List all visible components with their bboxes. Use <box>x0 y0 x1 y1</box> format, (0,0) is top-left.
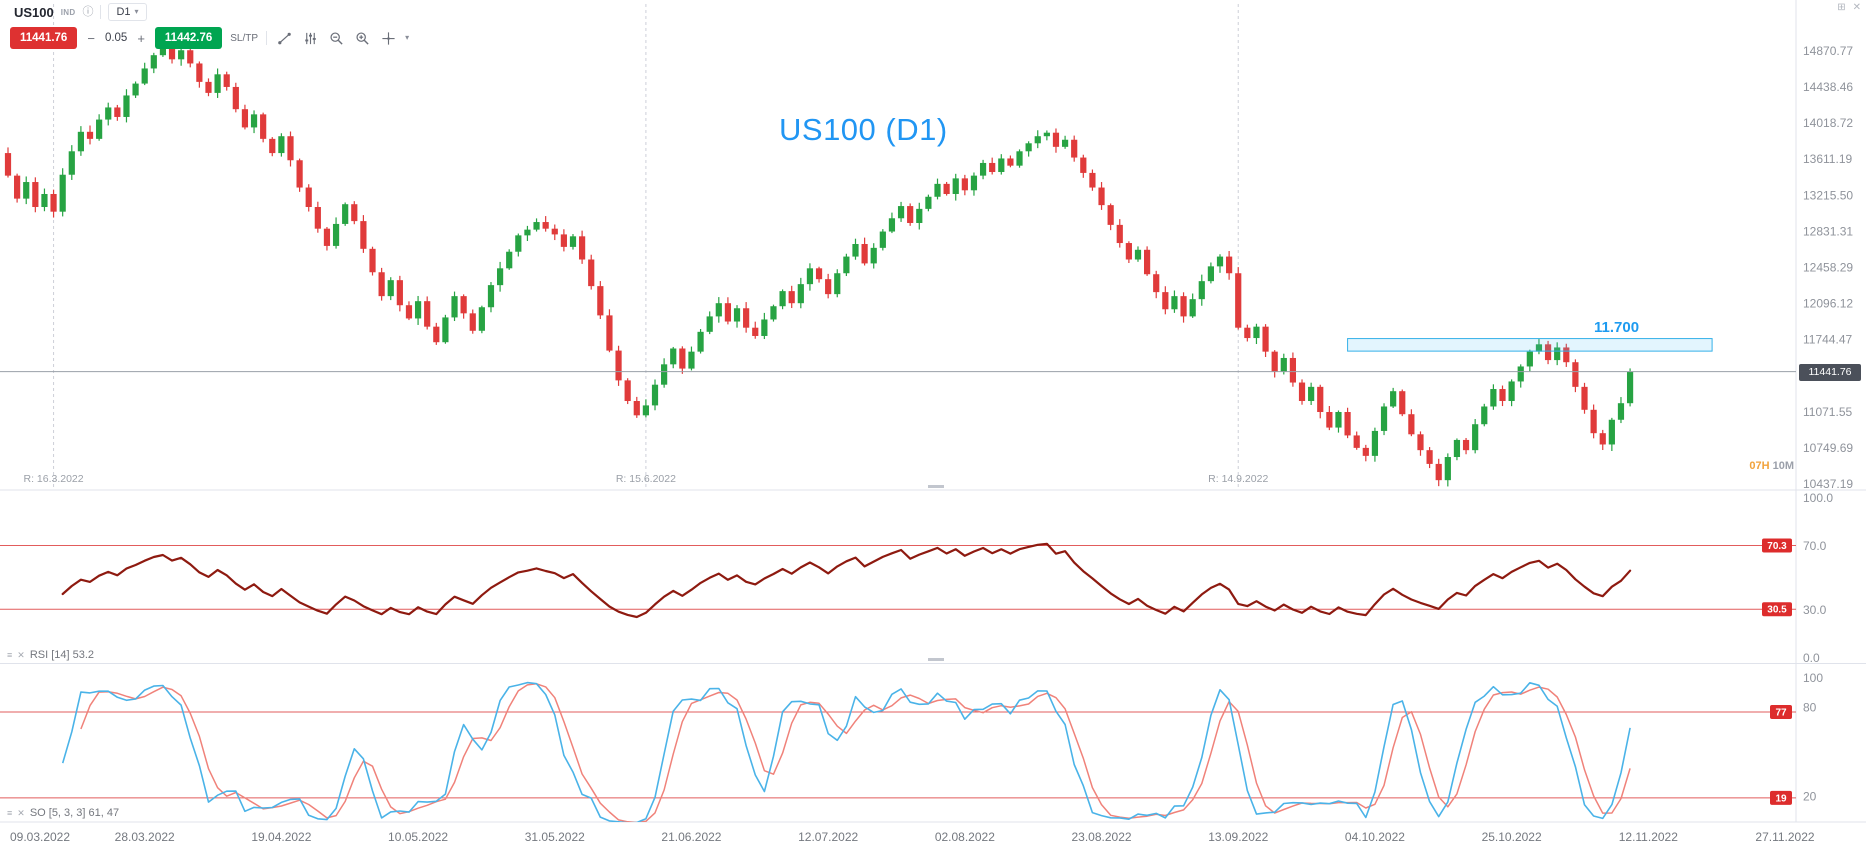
svg-text:30.0: 30.0 <box>1803 603 1827 617</box>
resistance-zone[interactable] <box>1347 338 1713 352</box>
candle-countdown: 07H 10M <box>1749 460 1794 472</box>
rsi-panel <box>0 542 1796 619</box>
so-d-line <box>80 683 1631 822</box>
stochastic-indicator-label: ≡ ✕ SO [5, 3, 3] 61, 47 <box>7 807 119 819</box>
svg-text:09.03.2022: 09.03.2022 <box>10 830 70 844</box>
toolbar-divider <box>100 5 102 19</box>
resistance-level-label: 11.700 <box>1594 319 1640 336</box>
svg-text:04.10.2022: 04.10.2022 <box>1345 830 1405 844</box>
trend-line-tool-icon[interactable] <box>275 29 293 47</box>
volume-value[interactable]: 0.05 <box>104 32 128 44</box>
panel-separators <box>0 0 1866 823</box>
stochastic-panel <box>0 681 1796 822</box>
volume-increase-button[interactable]: + <box>137 30 145 46</box>
sltp-button[interactable]: SL/TP <box>230 32 259 44</box>
rsi-upper-badge: 70.3 <box>1762 538 1792 553</box>
rsi-lower-badge: 30.5 <box>1762 602 1792 617</box>
svg-text:02.08.2022: 02.08.2022 <box>935 830 995 844</box>
svg-text:10437.19: 10437.19 <box>1803 477 1853 491</box>
rollover-label: R: 16.3.2022 <box>23 473 83 485</box>
chart-window-controls: ⊞ ✕ <box>1837 3 1861 13</box>
rsi-settings-icon[interactable]: ≡ <box>7 649 13 660</box>
svg-text:100.0: 100.0 <box>1803 491 1833 505</box>
so-upper-badge: 77 <box>1770 705 1792 720</box>
svg-text:13611.19: 13611.19 <box>1803 152 1852 166</box>
svg-text:13.09.2022: 13.09.2022 <box>1208 830 1268 844</box>
info-icon[interactable]: ⓘ <box>82 5 94 18</box>
so-lower-badge: 19 <box>1770 790 1792 805</box>
chevron-down-icon[interactable]: ▾ <box>405 33 410 42</box>
svg-text:100: 100 <box>1803 671 1823 685</box>
svg-text:70.3: 70.3 <box>1767 541 1787 552</box>
volume-decrease-button[interactable]: − <box>87 30 95 46</box>
countdown-minutes: 10M <box>1772 460 1794 472</box>
svg-text:77: 77 <box>1775 708 1787 719</box>
time-axis[interactable]: 09.03.2022 28.03.2022 19.04.2022 10.05.2022… <box>10 830 1815 844</box>
candlesticks <box>4 41 1634 487</box>
so-settings-icon[interactable]: ≡ <box>7 807 13 818</box>
indicators-tool-icon[interactable] <box>301 29 319 47</box>
svg-text:27.11.2022: 27.11.2022 <box>1755 830 1814 844</box>
chevron-down-icon: ▾ <box>134 7 139 16</box>
rollover-label: R: 14.9.2022 <box>1208 473 1268 485</box>
zoom-in-icon[interactable] <box>353 29 371 47</box>
price-axis[interactable]: 14870.77 14438.46 14018.72 13611.19 13215.50… <box>1803 44 1853 803</box>
svg-text:70.0: 70.0 <box>1803 539 1827 553</box>
rollover-markers: R: 16.3.2022 R: 15.6.2022 R: 14.9.2022 <box>23 4 1268 487</box>
svg-text:19: 19 <box>1775 793 1787 804</box>
panel-resize-handle[interactable] <box>928 658 944 661</box>
current-price-tag: 11441.76 <box>1799 364 1861 381</box>
svg-text:28.03.2022: 28.03.2022 <box>115 830 175 844</box>
chart-toolbar: US100 IND ⓘ D1 ▾ 11441.76 − 0.05 + 11442… <box>10 2 409 49</box>
chart-watermark-title: US100 (D1) <box>779 112 948 147</box>
buy-button[interactable]: 11442.76 <box>154 27 223 49</box>
chart-close-icon[interactable]: ✕ <box>1852 2 1861 13</box>
svg-text:10.05.2022: 10.05.2022 <box>388 830 448 844</box>
toolbar-divider <box>266 31 268 45</box>
timeframe-dropdown[interactable]: D1 ▾ <box>108 3 147 21</box>
svg-text:0.0: 0.0 <box>1803 651 1820 665</box>
countdown-hours: 07H <box>1749 460 1770 472</box>
svg-text:80: 80 <box>1803 701 1817 715</box>
svg-text:11071.55: 11071.55 <box>1803 405 1852 419</box>
svg-text:14018.72: 14018.72 <box>1803 116 1853 130</box>
svg-text:10749.69: 10749.69 <box>1803 441 1853 455</box>
rollover-label: R: 15.6.2022 <box>616 473 676 485</box>
rsi-remove-icon[interactable]: ✕ <box>17 649 25 660</box>
so-k-line <box>61 681 1631 822</box>
symbol-type-badge: IND <box>60 7 76 17</box>
crosshair-tool-icon[interactable] <box>379 29 397 47</box>
svg-text:11744.47: 11744.47 <box>1803 333 1852 347</box>
timeframe-value: D1 <box>116 6 131 18</box>
rsi-line <box>61 542 1632 619</box>
zoom-out-icon[interactable] <box>327 29 345 47</box>
rsi-label-text: RSI [14] 53.2 <box>29 649 95 661</box>
svg-text:14870.77: 14870.77 <box>1803 44 1853 58</box>
svg-text:20: 20 <box>1803 789 1817 803</box>
svg-text:13215.50: 13215.50 <box>1803 188 1853 202</box>
svg-text:21.06.2022: 21.06.2022 <box>661 830 721 844</box>
svg-text:14438.46: 14438.46 <box>1803 80 1853 94</box>
svg-text:25.10.2022: 25.10.2022 <box>1482 830 1542 844</box>
svg-text:12458.29: 12458.29 <box>1803 261 1853 275</box>
rsi-indicator-label: ≡ ✕ RSI [14] 53.2 <box>7 649 94 661</box>
panel-resize-handle[interactable] <box>928 485 944 488</box>
svg-text:12096.12: 12096.12 <box>1803 297 1853 311</box>
svg-text:12.07.2022: 12.07.2022 <box>798 830 858 844</box>
svg-text:31.05.2022: 31.05.2022 <box>525 830 585 844</box>
chart-grid-icon[interactable]: ⊞ <box>1837 2 1846 13</box>
svg-text:23.08.2022: 23.08.2022 <box>1072 830 1132 844</box>
svg-text:30.5: 30.5 <box>1767 605 1787 616</box>
symbol-name[interactable]: US100 <box>14 4 54 20</box>
svg-text:19.04.2022: 19.04.2022 <box>251 830 311 844</box>
sell-button[interactable]: 11441.76 <box>10 27 78 49</box>
so-remove-icon[interactable]: ✕ <box>17 807 25 818</box>
svg-text:12.11.2022: 12.11.2022 <box>1619 830 1678 844</box>
so-label-text: SO [5, 3, 3] 61, 47 <box>29 807 120 819</box>
svg-text:12831.31: 12831.31 <box>1803 224 1853 238</box>
